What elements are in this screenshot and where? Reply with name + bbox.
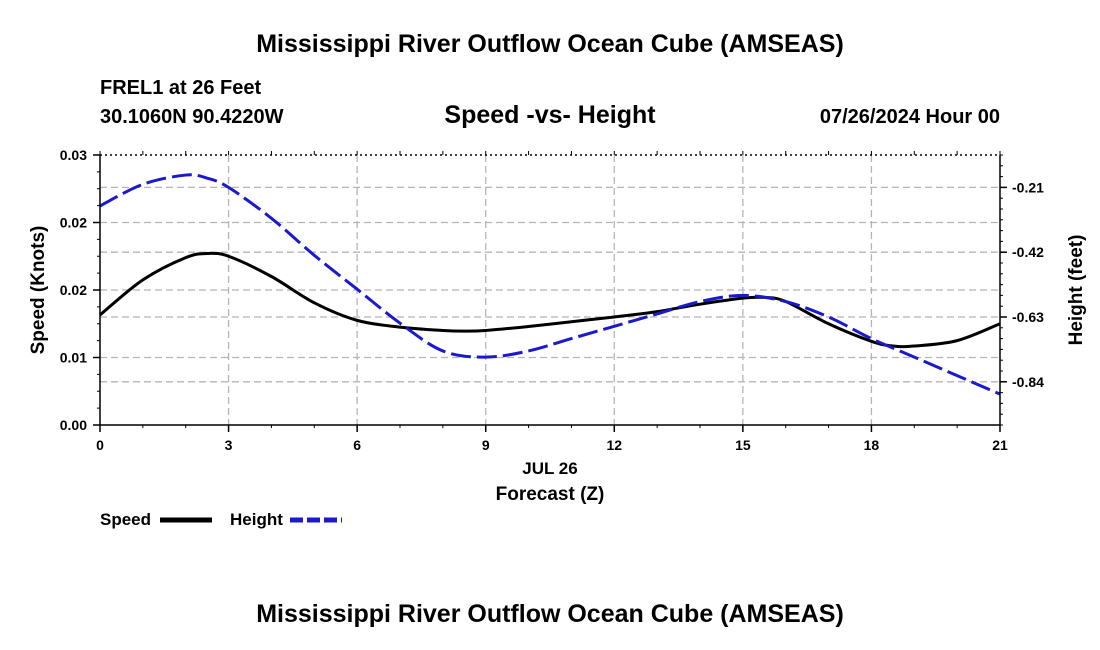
x-tick-label: 3 xyxy=(225,437,233,453)
x-tick-label: 9 xyxy=(482,437,490,453)
x-tick-label: 21 xyxy=(992,437,1008,453)
x-tick-label: 12 xyxy=(606,437,622,453)
series-line-height xyxy=(99,173,1001,396)
y-axis-right-label: Height (feet) xyxy=(1066,235,1087,346)
y-right-tick-label: -0.84 xyxy=(1012,374,1044,390)
station-coords: 30.1060N 90.4220W xyxy=(100,106,284,128)
y-right-tick-label: -0.21 xyxy=(1012,179,1044,195)
grid-layer xyxy=(100,155,1000,425)
x-tick-label: 6 xyxy=(353,437,361,453)
legend: Speed Height xyxy=(100,510,342,529)
y-axis-left-label: Speed (Knots) xyxy=(28,226,49,355)
date-label: JUL 26 xyxy=(522,459,577,478)
y-right-tick-label: -0.63 xyxy=(1012,309,1044,325)
footer-title: Mississippi River Outflow Ocean Cube (AM… xyxy=(256,600,844,628)
series-layer xyxy=(99,173,1001,396)
series-line-speed xyxy=(99,251,1001,349)
x-axis-label: Forecast (Z) xyxy=(496,484,605,505)
legend-speed-label: Speed xyxy=(100,510,151,529)
y-left-tick-label: 0.02 xyxy=(60,282,87,298)
page-title: Mississippi River Outflow Ocean Cube (AM… xyxy=(256,30,844,58)
axis-layer: 0 3 6 9 12 15 18 21 0.00 0.01 0.02 0.02 0.03 -0.21 -0.… xyxy=(60,147,1044,453)
y-left-tick-label: 0.01 xyxy=(60,350,87,366)
station-name: FREL1 at 26 Feet xyxy=(100,77,262,99)
x-tick-label: 0 xyxy=(96,437,104,453)
chart-title: Speed -vs- Height xyxy=(444,101,656,129)
y-right-tick-label: -0.42 xyxy=(1012,244,1044,260)
y-left-tick-label: 0.03 xyxy=(60,147,87,163)
forecast-datetime: 07/26/2024 Hour 00 xyxy=(819,106,1000,128)
y-left-tick-label: 0.00 xyxy=(60,417,87,433)
legend-height-label: Height xyxy=(230,510,283,529)
y-left-tick-label: 0.02 xyxy=(60,215,87,231)
x-tick-label: 15 xyxy=(735,437,751,453)
x-tick-label: 18 xyxy=(864,437,880,453)
